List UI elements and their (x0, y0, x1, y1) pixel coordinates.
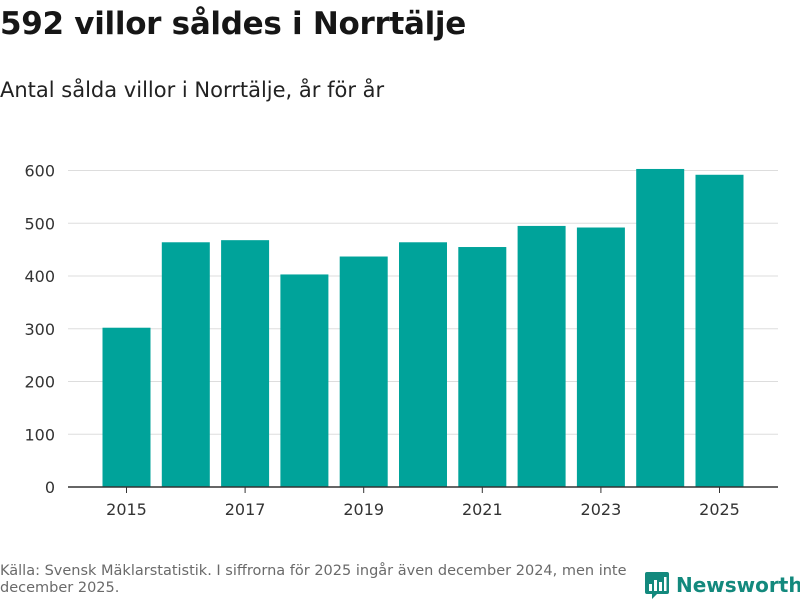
bar-2025 (695, 174, 744, 487)
y-tick-label: 500 (24, 214, 55, 233)
bar-2016 (161, 242, 210, 487)
bar-2019 (339, 256, 388, 487)
x-tick-label: 2017 (225, 500, 266, 519)
chart-title: 592 villor såldes i Norrtälje (0, 6, 466, 42)
x-tick-label: 2025 (699, 500, 740, 519)
y-tick-label: 600 (24, 162, 55, 181)
x-tick-label: 2019 (343, 500, 384, 519)
x-tick-label: 2021 (462, 500, 503, 519)
newsworthy-logo[interactable]: Newsworthy (644, 568, 800, 602)
bar-2015 (102, 327, 151, 487)
y-tick-label: 300 (24, 320, 55, 339)
source-note: Källa: Svensk Mäklarstatistik. I siffror… (0, 563, 627, 596)
bar-2022 (517, 225, 566, 487)
bar-2023 (576, 227, 625, 487)
y-tick-label: 100 (24, 425, 55, 444)
brand-name: Newsworthy (676, 573, 800, 597)
bar-2021 (458, 247, 507, 487)
x-tick-label: 2023 (581, 500, 622, 519)
newsworthy-icon (645, 572, 669, 599)
bar-2020 (399, 242, 447, 487)
bar-2017 (221, 240, 270, 487)
x-tick-label: 2015 (106, 500, 147, 519)
bar-2024 (636, 168, 685, 487)
bar-2018 (280, 274, 329, 487)
chart-subtitle: Antal sålda villor i Norrtälje, år för å… (0, 78, 385, 102)
y-tick-label: 200 (24, 373, 55, 392)
y-tick-label: 0 (45, 478, 55, 497)
y-tick-label: 400 (24, 267, 55, 286)
